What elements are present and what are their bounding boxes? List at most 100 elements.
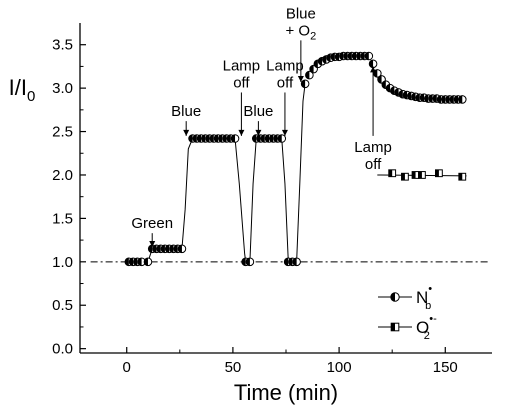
series-0-point-fill <box>318 57 323 66</box>
series-0-point-fill <box>129 258 134 266</box>
annotation-6-arrow-head <box>370 66 377 73</box>
annotation-6-label: off <box>365 156 382 173</box>
legend: N• bO•- 2 <box>378 283 437 342</box>
y-tick-label: 2.5 <box>52 124 73 141</box>
series-0-point-fill <box>144 258 148 266</box>
series-0-point-fill <box>137 258 142 266</box>
series-0-point-fill <box>428 94 433 103</box>
plot-axes: 0.0 0.5 1.0 1.5 2.0 2.5 3.0 3.5 0 50 100 150 <box>52 23 492 376</box>
legend-label-main: N <box>416 288 428 307</box>
series-1-point-fill <box>412 171 416 179</box>
series-0-point-fill <box>343 52 348 60</box>
annotation-3-label: Blue <box>243 103 273 120</box>
series-0-point-fill <box>125 258 129 266</box>
series-0-point-fill <box>454 95 459 104</box>
series-0-point-fill <box>386 84 391 92</box>
legend-marker-1-fill <box>391 323 395 331</box>
y-axis-title-subscript: 0 <box>27 88 35 105</box>
y-tick-label: 3.0 <box>52 80 73 97</box>
series-0-point-fill <box>201 134 206 143</box>
annotation-6-label: Lamp <box>354 139 392 156</box>
series-0-point-fill <box>246 258 250 266</box>
series-1-point <box>401 172 409 181</box>
series-0-point-fill <box>205 134 210 143</box>
y-axis-title-main: I/I <box>9 75 27 100</box>
series-0-point-fill <box>411 93 416 101</box>
series-0-point <box>230 134 240 143</box>
series-1-point <box>418 171 426 179</box>
series-0-point-fill <box>222 134 227 143</box>
series-0-point-fill <box>449 95 454 104</box>
x-axis-title: Time (min) <box>234 380 338 405</box>
y-tick-label: 1.0 <box>52 254 73 271</box>
series-0-point-fill <box>214 134 219 143</box>
series-0-point-fill <box>399 90 403 99</box>
annotation-4-label: Lamp <box>266 57 304 74</box>
legend-label-0: N• b <box>416 283 432 312</box>
series-0-point-fill <box>424 94 429 103</box>
series-0-point-fill <box>292 258 297 266</box>
series-0-point-fill <box>331 53 335 61</box>
annotation-1-arrow-head <box>183 129 190 136</box>
series-0-point-fill <box>161 244 165 253</box>
series-0-point-fill <box>156 244 161 253</box>
y-tick-label: 2.0 <box>52 167 73 184</box>
series-0-point-fill <box>165 244 170 253</box>
series-0-point-fill <box>403 91 408 99</box>
series-0-point-fill <box>256 134 261 143</box>
series-0-point-fill <box>445 95 450 104</box>
series-0-point-fill <box>356 52 361 60</box>
series-0-point-fill <box>314 60 318 68</box>
series-0-point-fill <box>394 88 399 97</box>
series-0-point-fill <box>369 60 374 68</box>
legend-label-superscript: •- <box>429 313 437 325</box>
series-0-point-fill <box>458 95 463 104</box>
y-tick-label: 0.0 <box>52 341 73 358</box>
x-tick-label: 150 <box>433 359 458 376</box>
series-0-point-fill <box>301 79 306 88</box>
annotation-2-label: Lamp <box>223 57 261 74</box>
series-0-point <box>143 257 153 267</box>
series-0-point-fill <box>252 134 257 143</box>
annotation-1-label: Blue <box>171 103 201 120</box>
legend-marker-0 <box>390 292 400 302</box>
series-0-point-fill <box>193 134 197 143</box>
y-tick-label: 3.5 <box>52 37 73 54</box>
series-0-point-fill <box>265 134 270 143</box>
annotation-4-label: off <box>277 74 294 91</box>
annotation-0-arrow-head <box>149 241 156 248</box>
series-0-point-fill <box>188 134 193 143</box>
series-0-point-fill <box>231 134 236 143</box>
series-0-point-fill <box>277 134 282 143</box>
annotation-5-label: + O2 <box>285 22 316 42</box>
annotation-4-arrow-head <box>281 129 288 136</box>
series-1-point <box>435 169 443 178</box>
series-0-point-fill <box>365 52 369 60</box>
series-0-point-fill <box>377 75 382 84</box>
series-0-point-fill <box>382 80 386 89</box>
series-0-point-fill <box>305 71 310 79</box>
series-0-point-fill <box>335 53 340 61</box>
series-1-point-fill <box>458 173 463 181</box>
series-0-point <box>245 257 255 267</box>
series-0-point-fill <box>415 93 420 102</box>
series-0-point-fill <box>284 258 289 266</box>
annotation-2-label: off <box>233 74 250 91</box>
series-0-point-fill <box>260 134 265 143</box>
annotation-5-label: Blue <box>286 5 316 22</box>
series-1-point <box>388 169 397 178</box>
y-tick-label: 1.5 <box>52 210 73 227</box>
series-0-point-fill <box>309 65 314 73</box>
series-0-point-fill <box>339 52 344 60</box>
series-0-point-fill <box>407 92 412 100</box>
series-1-point-fill <box>435 169 439 177</box>
annotation-0-label: Green <box>131 215 173 232</box>
legend-label-subscript: b <box>425 300 431 312</box>
series-1-point <box>458 172 467 181</box>
annotation-2-arrow-head <box>238 129 245 136</box>
series-0-point-fill <box>173 244 178 253</box>
series-0-point-fill <box>437 95 442 104</box>
series-0-point <box>364 51 374 61</box>
x-tick-label: 100 <box>327 359 352 376</box>
